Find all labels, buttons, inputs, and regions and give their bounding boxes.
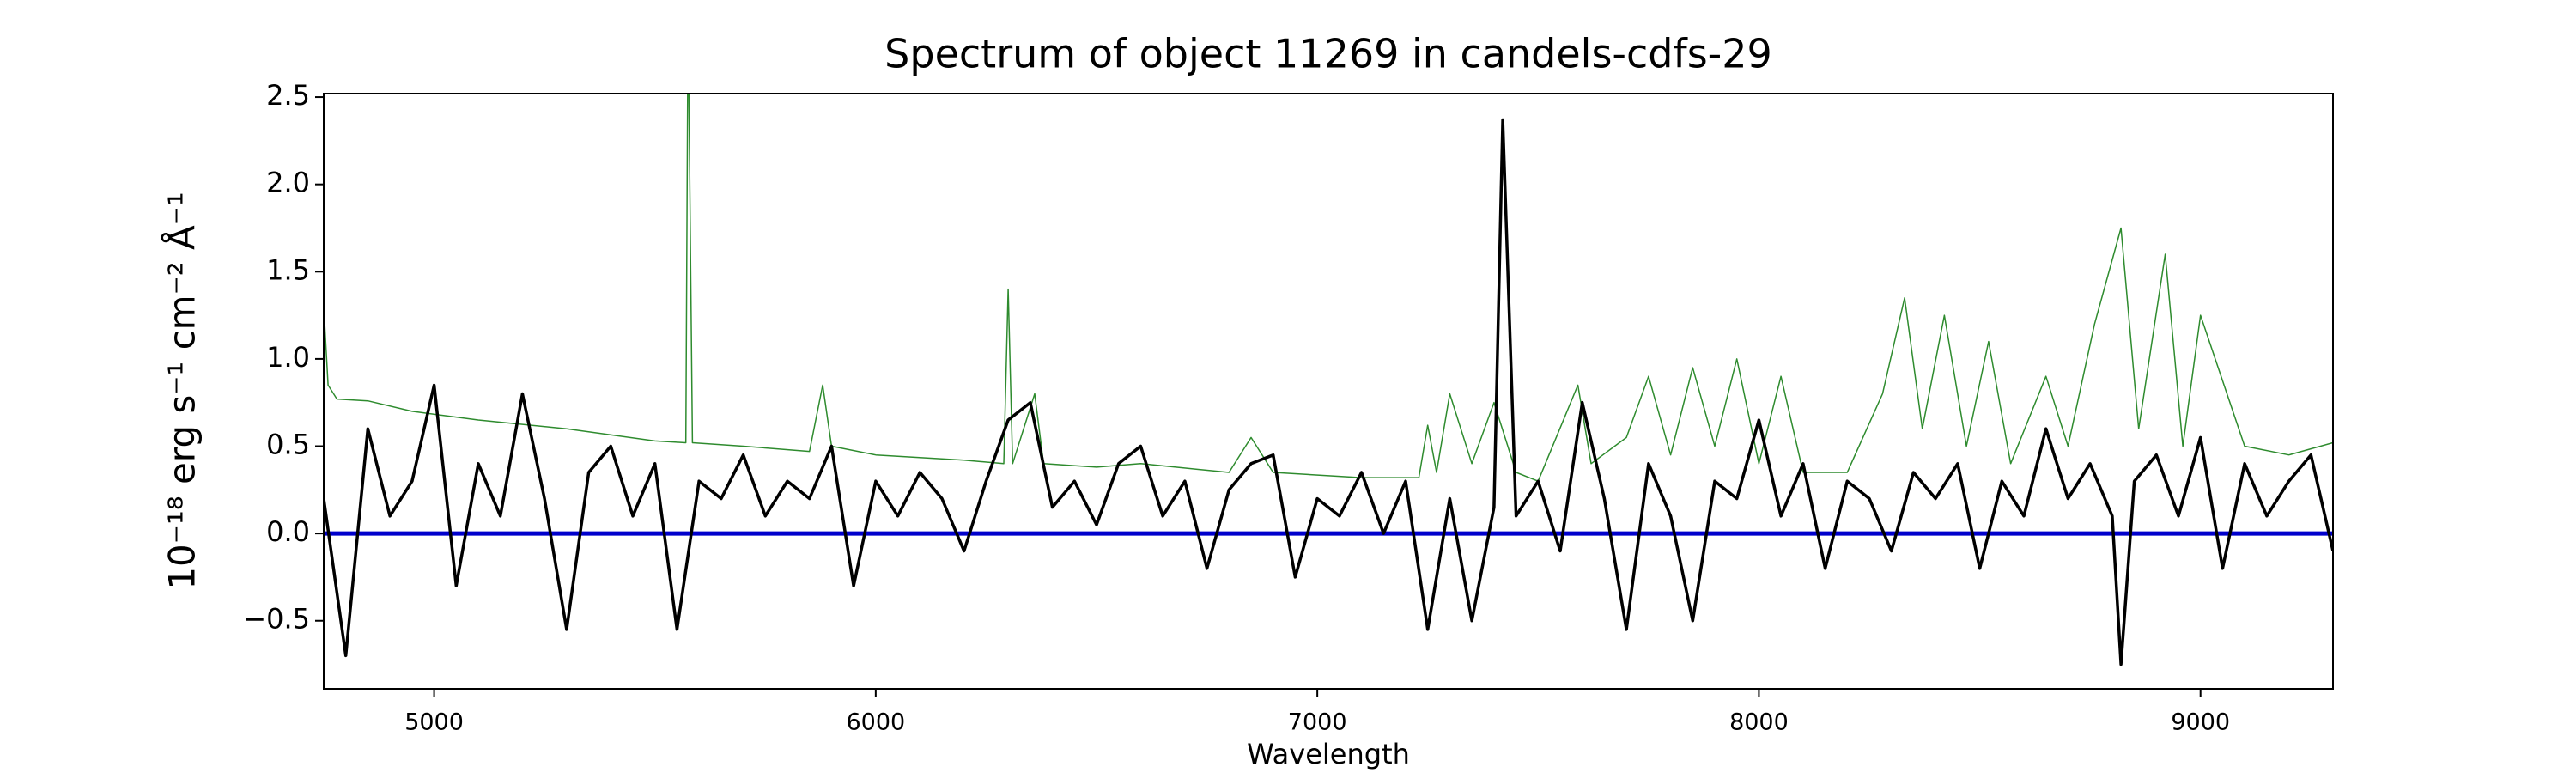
y-tick-label: 1.0	[266, 341, 310, 374]
series-line	[324, 118, 2333, 666]
x-tick-label: 7000	[1288, 709, 1347, 736]
y-tick-label: 0.0	[266, 515, 310, 548]
y-tick-label: 1.5	[266, 253, 310, 286]
y-tick-label: 2.0	[266, 167, 310, 199]
y-tick-label: 2.5	[266, 79, 310, 112]
x-tick-label: 9000	[2171, 709, 2230, 736]
plot-area	[324, 94, 2333, 666]
y-axis-label: 10⁻¹⁸ erg s⁻¹ cm⁻² Å⁻¹	[161, 192, 204, 589]
x-tick-label: 5000	[404, 709, 464, 736]
x-tick-label: 6000	[846, 709, 905, 736]
y-tick-label: 0.5	[266, 429, 310, 461]
series-line	[324, 94, 2333, 482]
x-axis-label: Wavelength	[1247, 738, 1410, 770]
chart-title: Spectrum of object 11269 in candels-cdfs…	[884, 31, 1772, 77]
plot-frame	[323, 93, 2334, 690]
x-tick-label: 8000	[1729, 709, 1789, 736]
y-tick-label: −0.5	[243, 603, 310, 636]
